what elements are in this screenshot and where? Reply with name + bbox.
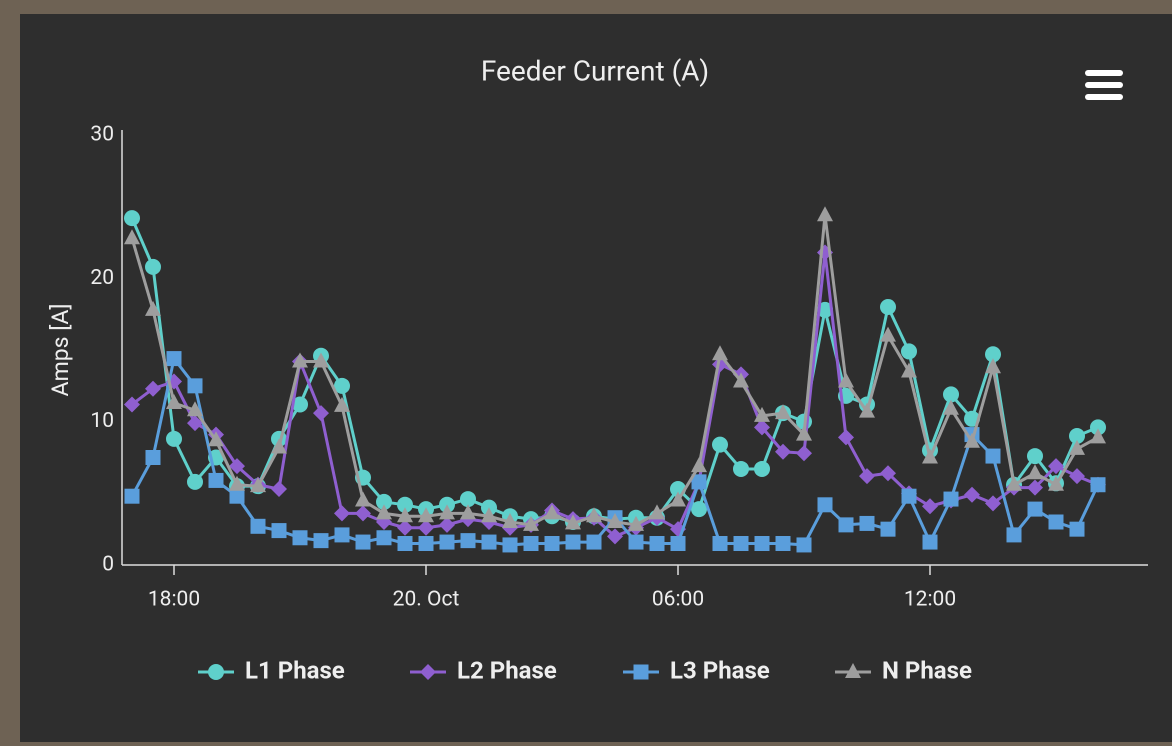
y-tick-label: 10 <box>90 409 114 433</box>
x-tick-label: 18:00 <box>148 588 200 612</box>
y-tick-label: 0 <box>102 553 114 577</box>
marker <box>187 474 203 490</box>
marker <box>146 450 161 465</box>
menu-bar <box>1085 94 1123 100</box>
marker <box>818 497 833 512</box>
menu-button[interactable] <box>1085 70 1123 100</box>
marker <box>377 530 392 545</box>
marker <box>902 489 917 504</box>
marker <box>880 299 896 315</box>
marker <box>356 535 371 550</box>
chart: Feeder Current (A) Amps [A] 0 10 20 30 18:00… <box>0 0 1172 746</box>
marker <box>1028 502 1043 517</box>
marker <box>125 489 140 504</box>
marker <box>986 449 1001 464</box>
marker <box>124 210 140 226</box>
marker <box>839 517 854 532</box>
marker <box>881 522 896 537</box>
marker <box>755 536 770 551</box>
legend-label: L1 Phase <box>245 656 345 684</box>
menu-bar <box>1085 70 1123 76</box>
marker <box>209 473 224 488</box>
marker <box>145 259 161 275</box>
marker <box>671 536 686 551</box>
marker <box>440 535 455 550</box>
marker <box>733 461 749 477</box>
marker <box>419 536 434 551</box>
marker <box>208 664 224 680</box>
marker <box>524 536 539 551</box>
marker <box>398 536 413 551</box>
marker <box>901 343 917 359</box>
marker <box>776 536 791 551</box>
marker <box>587 535 602 550</box>
menu-bar <box>1085 82 1123 88</box>
marker <box>1091 477 1106 492</box>
marker <box>797 537 812 552</box>
card <box>20 14 1172 742</box>
marker <box>251 519 266 534</box>
marker <box>272 523 287 538</box>
marker <box>188 378 203 393</box>
marker <box>1007 527 1022 542</box>
marker <box>230 489 245 504</box>
marker <box>1027 448 1043 464</box>
marker <box>314 533 329 548</box>
marker <box>712 437 728 453</box>
marker <box>629 535 644 550</box>
marker <box>691 501 707 517</box>
legend-label: L2 Phase <box>457 656 557 684</box>
marker <box>566 535 581 550</box>
y-tick-label: 20 <box>90 266 114 290</box>
marker <box>650 536 665 551</box>
marker <box>713 536 728 551</box>
marker <box>860 516 875 531</box>
y-axis-label: Amps [A] <box>47 304 74 397</box>
y-tick-label: 30 <box>90 123 114 147</box>
page: Feeder Current (A) Amps [A] 0 10 20 30 18:00… <box>0 0 1172 746</box>
marker <box>1049 515 1064 530</box>
marker <box>335 527 350 542</box>
marker <box>503 537 518 552</box>
x-tick-label: 12:00 <box>904 588 956 612</box>
marker <box>754 461 770 477</box>
chart-title: Feeder Current (A) <box>481 54 709 87</box>
marker <box>634 665 649 680</box>
marker <box>461 533 476 548</box>
marker <box>545 536 560 551</box>
legend-label: N Phase <box>882 656 972 684</box>
marker <box>923 535 938 550</box>
marker <box>734 536 749 551</box>
marker <box>166 431 182 447</box>
marker <box>293 530 308 545</box>
marker <box>1070 522 1085 537</box>
x-tick-label: 06:00 <box>652 588 704 612</box>
x-tick-label: 20. Oct <box>393 588 460 612</box>
marker <box>482 535 497 550</box>
legend-label: L3 Phase <box>670 656 770 684</box>
marker <box>944 492 959 507</box>
marker <box>167 351 182 366</box>
